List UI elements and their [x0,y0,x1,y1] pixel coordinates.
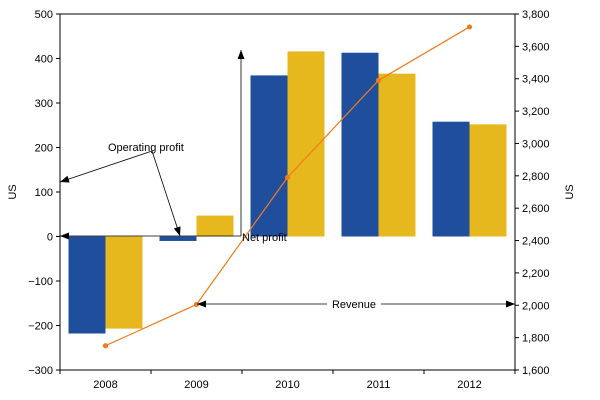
revenue-point-2012 [466,24,473,30]
y2-tick-label: 2,800 [522,171,550,183]
annotation-operating-profit: Operating profit [108,142,184,154]
bar-net-profit-2011 [378,73,416,237]
annotation-revenue-bg [327,297,381,311]
bar-operating-profit-2008 [68,236,106,334]
revenue-point-2011 [375,77,382,83]
y2-tick-label: 2,600 [522,203,550,215]
axes-group: 500 400 300 200 100 0 −100 −200 −300 3,800 3,600 3,… [28,9,549,391]
y2-tick-label: 1,800 [522,333,550,345]
bar-operating-profit-2011 [341,52,379,237]
y2-tick-label: 2,200 [522,268,550,280]
revenue-arrow-left-head [197,300,206,308]
y2-tick-label: 2,000 [522,300,550,312]
y2-tick-label: 3,600 [522,41,550,53]
revenue-point-2009 [193,301,200,308]
bar-net-profit-2009 [196,215,234,237]
y-axis-title: US [7,184,19,199]
net-profit-arrow-up-head [237,50,245,59]
operating-profit-arrow-down-head [173,226,181,236]
y-tick-label: 400 [35,54,53,66]
y-tick-label: −100 [28,276,53,288]
operating-profit-arrow-left-head [60,175,70,183]
revenue-line-group [102,24,473,349]
y2-tick-label: 3,200 [522,106,550,118]
y-tick-label: −200 [28,321,53,333]
annotations-group [59,50,515,308]
x-tick-label: 2011 [367,379,391,391]
operating-profit-arrow-left-shaft [59,150,153,183]
y-tick-label: 200 [35,143,53,155]
net-profit-arrow-left-head [60,232,69,240]
bar-net-profit-2012 [469,124,507,237]
y-tick-label: 300 [35,98,53,110]
x-tick-label: 2010 [275,379,299,391]
y-tick-label: −300 [28,365,53,377]
x-tick-label: 2008 [93,379,117,391]
y2-tick-label: 3,400 [522,74,550,86]
y2-axis-title: US [564,184,576,199]
operating-profit-arrow-down-shaft [151,150,181,237]
y2-tick-label: 3,000 [522,138,550,150]
revenue-arrow-right-head [506,300,515,308]
revenue-point-2010 [284,174,291,181]
bar-operating-profit-2010 [250,75,288,237]
y-tick-label: 100 [35,187,53,199]
x-tick-label: 2009 [184,379,208,391]
annotation-revenue: Revenue [332,299,376,311]
y2-tick-label: 1,600 [522,365,550,377]
x-tick-label: 2012 [457,379,481,391]
annotation-net-profit: Net profit [242,232,287,244]
bar-net-profit-2008 [105,236,143,329]
y2-tick-label: 3,800 [522,9,550,21]
bars-group [68,51,507,334]
bar-operating-profit-2012 [432,121,470,237]
revenue-point-2008 [102,343,109,349]
y2-tick-label: 2,400 [522,236,550,248]
y-tick-label: 0 [47,232,53,244]
y-tick-label: 500 [35,9,53,21]
bar-operating-profit-2009 [159,236,197,241]
